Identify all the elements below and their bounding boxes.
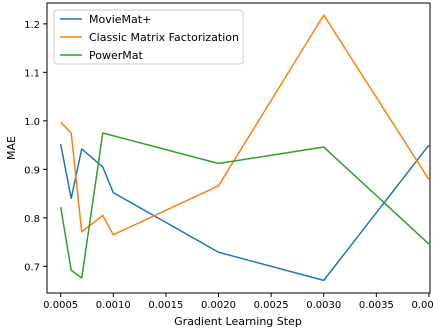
plot-frame [46,2,431,294]
legend-label-powermat: PowerMat [89,49,143,62]
y-tick-label: 0.9 [24,165,40,176]
y-tick-label: 1.0 [24,117,40,128]
y-axis-label: MAE [5,136,18,160]
y-axis-ticks: 0.7 0.8 0.9 1.0 1.1 1.2 [24,20,47,273]
x-tick-label: 0.0015 [148,300,183,311]
y-tick-label: 0.7 [24,262,40,273]
y-tick-label: 1.2 [24,20,40,31]
series-line-1 [60,14,430,236]
x-axis-ticks: 0.0005 0.0010 0.0015 0.0020 0.0025 0.0030 0.00… [43,293,433,311]
series-lines [59,14,430,282]
legend: MovieMat+ Classic Matrix Factorization P… [53,9,244,65]
legend-label-classic-mf: Classic Matrix Factorization [89,31,239,44]
x-tick-label: 0.0005 [43,300,78,311]
x-tick-label: 0.0030 [306,300,341,311]
legend-box [53,9,244,65]
series-line-0 [59,143,430,282]
x-tick-label: 0.0040 [411,300,433,311]
x-axis-label: Gradient Learning Step [174,315,302,328]
series-line-2 [59,132,430,279]
y-tick-label: 1.1 [24,68,40,79]
x-tick-label: 0.0025 [254,300,289,311]
x-tick-label: 0.0035 [359,300,394,311]
x-tick-label: 0.0010 [96,300,131,311]
y-tick-label: 0.8 [24,214,40,225]
x-tick-label: 0.0020 [201,300,236,311]
legend-label-moviemat: MovieMat+ [89,13,151,26]
